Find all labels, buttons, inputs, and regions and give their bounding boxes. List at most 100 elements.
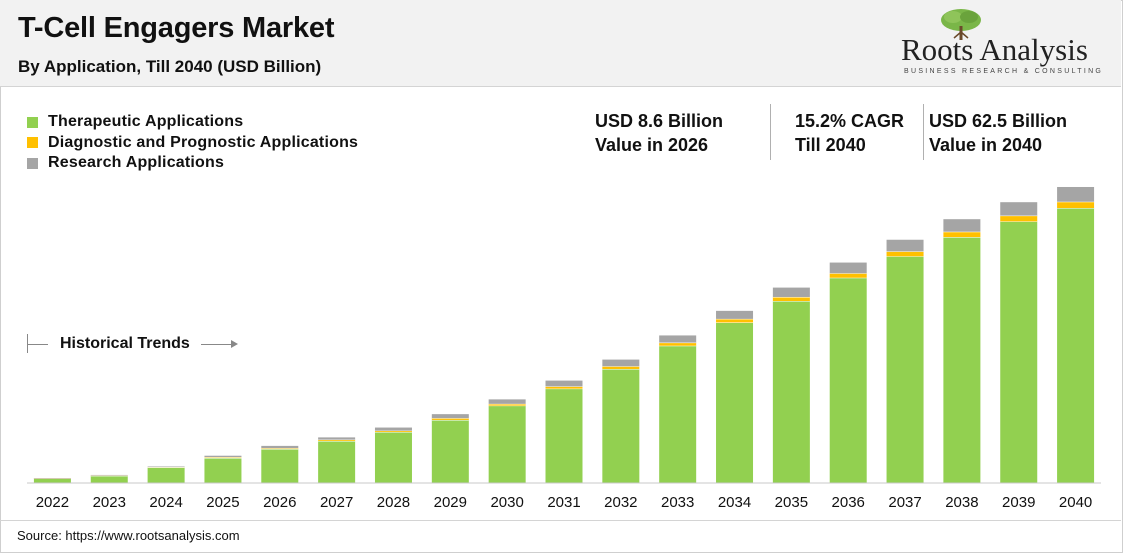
bar-therapeutic-applications-2025 [204, 457, 242, 483]
bar-diagnostic-and-prognostic-applications-2029 [431, 418, 469, 420]
legend-swatch-diagnostic [27, 137, 38, 149]
bar-therapeutic-applications-2034 [716, 322, 754, 483]
x-tick-label: 2033 [661, 494, 694, 511]
bar-therapeutic-applications-2032 [602, 368, 640, 483]
x-tick-label: 2028 [377, 494, 410, 511]
historical-line-right [201, 344, 235, 345]
legend-label-research: Research Applications [48, 154, 225, 172]
bar-research-applications-2035 [772, 287, 810, 297]
bar-diagnostic-and-prognostic-applications-2036 [829, 273, 867, 278]
bar-therapeutic-applications-2033 [659, 345, 697, 483]
bar-diagnostic-and-prognostic-applications-2038 [943, 231, 981, 238]
logo-tagline: BUSINESS RESEARCH & CONSULTING [904, 68, 1104, 75]
x-tick-label: 2022 [36, 494, 69, 511]
bars-group [33, 186, 1095, 484]
chart-title: T-Cell Engagers Market [18, 12, 335, 44]
chart-subtitle: By Application, Till 2040 (USD Billion) [18, 57, 322, 76]
stat-value-2026-line1: USD 8.6 Billion [595, 111, 724, 131]
header-band: T-Cell Engagers Market By Application, T… [0, 0, 1121, 87]
bar-research-applications-2028 [374, 427, 412, 431]
historical-trends-label: Historical Trends [60, 335, 190, 352]
historical-line-left [28, 344, 48, 345]
bar-diagnostic-and-prognostic-applications-2033 [659, 342, 697, 346]
bar-therapeutic-applications-2038 [943, 237, 981, 483]
legend-item-therapeutic: Therapeutic Applications [27, 112, 358, 133]
legend: Therapeutic Applications Diagnostic and … [27, 112, 358, 174]
bar-research-applications-2029 [431, 414, 469, 419]
bar-research-applications-2040 [1057, 186, 1095, 202]
bar-therapeutic-applications-2031 [545, 388, 583, 483]
x-tick-label: 2036 [832, 494, 865, 511]
x-tick-label: 2029 [434, 494, 467, 511]
arrow-right-icon [231, 340, 238, 348]
bar-research-applications-2023 [90, 474, 128, 476]
tree-icon [941, 9, 981, 40]
bar-research-applications-2031 [545, 380, 583, 387]
stat-cagr: 15.2% CAGR Till 2040 [795, 109, 904, 157]
source-divider [0, 520, 1121, 521]
bar-therapeutic-applications-2036 [829, 277, 867, 483]
bar-diagnostic-and-prognostic-applications-2030 [488, 403, 526, 406]
x-tick-label: 2023 [93, 494, 126, 511]
bar-therapeutic-applications-2039 [1000, 221, 1038, 484]
x-tick-label: 2039 [1002, 494, 1035, 511]
bar-research-applications-2037 [886, 239, 924, 252]
bar-research-applications-2038 [943, 219, 981, 232]
bar-diagnostic-and-prognostic-applications-2027 [318, 439, 356, 441]
bar-diagnostic-and-prognostic-applications-2031 [545, 386, 583, 389]
bar-therapeutic-applications-2027 [318, 440, 356, 483]
bar-therapeutic-applications-2022 [33, 478, 71, 483]
bar-therapeutic-applications-2029 [431, 419, 469, 483]
x-tick-label: 2031 [547, 494, 580, 511]
x-tick-label: 2037 [888, 494, 921, 511]
bar-research-applications-2030 [488, 399, 526, 404]
stat-cagr-line2: Till 2040 [795, 135, 866, 155]
stat-value-2026-line2: Value in 2026 [595, 135, 709, 155]
bar-research-applications-2022 [33, 478, 71, 479]
x-tick-label: 2026 [263, 494, 296, 511]
x-tick-label: 2040 [1059, 494, 1092, 511]
source-note: Source: https://www.rootsanalysis.com [17, 528, 240, 543]
x-tick-label: 2025 [206, 494, 239, 511]
historical-tick [27, 334, 28, 353]
bar-research-applications-2027 [318, 437, 356, 440]
bar-research-applications-2026 [261, 445, 299, 449]
legend-swatch-research [27, 157, 38, 169]
bar-diagnostic-and-prognostic-applications-2034 [716, 318, 754, 323]
stat-divider [770, 104, 771, 160]
bar-research-applications-2025 [204, 455, 242, 458]
legend-swatch-therapeutic [27, 116, 38, 128]
bar-research-applications-2032 [602, 359, 640, 367]
stat-value-2040-line1: USD 62.5 Billion [929, 111, 1068, 131]
bar-diagnostic-and-prognostic-applications-2037 [886, 251, 924, 257]
legend-label-therapeutic: Therapeutic Applications [48, 113, 244, 131]
bar-therapeutic-applications-2028 [374, 432, 412, 483]
x-tick-label: 2027 [320, 494, 353, 511]
bar-therapeutic-applications-2023 [90, 475, 128, 483]
bar-therapeutic-applications-2040 [1057, 208, 1095, 483]
legend-item-research: Research Applications [27, 153, 358, 174]
x-tick-label: 2032 [604, 494, 637, 511]
bar-diagnostic-and-prognostic-applications-2032 [602, 366, 640, 369]
stat-divider [923, 104, 924, 160]
bar-therapeutic-applications-2035 [772, 301, 810, 483]
bar-therapeutic-applications-2037 [886, 256, 924, 483]
bar-research-applications-2036 [829, 262, 867, 274]
legend-item-diagnostic: Diagnostic and Prognostic Applications [27, 133, 358, 154]
legend-label-diagnostic: Diagnostic and Prognostic Applications [48, 133, 359, 151]
bar-research-applications-2034 [716, 310, 754, 319]
bar-diagnostic-and-prognostic-applications-2028 [374, 430, 412, 433]
logo: Roots Analysis BUSINESS RESEARCH & CONSU… [897, 8, 1107, 82]
x-axis-labels: 2022 2023 2024 2025 2026 2027 2028 2029 2030 2031… [36, 494, 1093, 511]
stat-value-2040-line2: Value in 2040 [929, 135, 1043, 155]
stat-cagr-line1: 15.2% CAGR [795, 111, 905, 131]
bar-therapeutic-applications-2026 [261, 449, 299, 483]
stat-value-2026: USD 8.6 Billion Value in 2026 [595, 109, 723, 157]
logo-name: Roots Analysis [901, 32, 1088, 67]
bar-research-applications-2039 [1000, 202, 1038, 216]
bar-therapeutic-applications-2024 [147, 467, 185, 483]
bar-therapeutic-applications-2030 [488, 405, 526, 483]
bar-research-applications-2033 [659, 335, 697, 343]
x-tick-label: 2024 [149, 494, 182, 511]
